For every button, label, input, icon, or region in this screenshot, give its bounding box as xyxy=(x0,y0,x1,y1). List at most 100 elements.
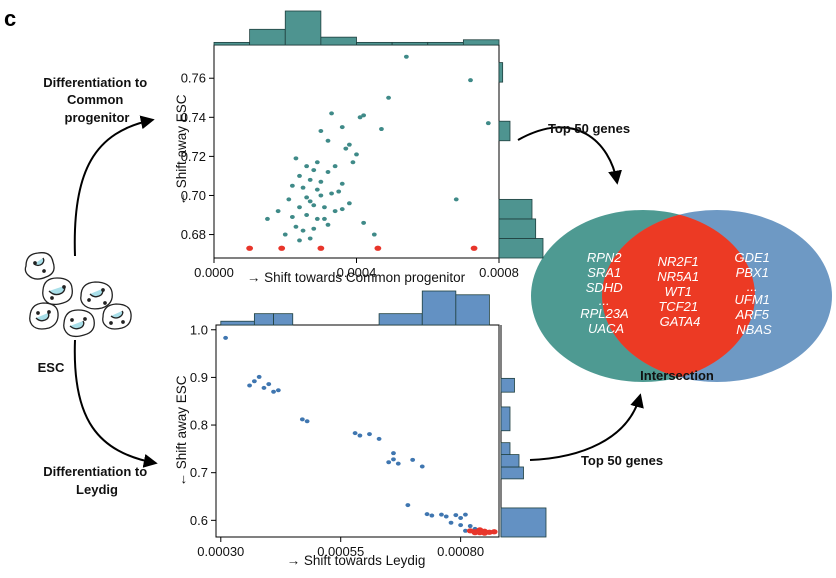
scatter-point-teal xyxy=(379,127,384,132)
x-tick-label: 0.00055 xyxy=(317,544,364,559)
scatter-point-teal xyxy=(311,203,317,208)
scatter-point-blue xyxy=(256,374,262,379)
scatter-point-blue xyxy=(405,503,411,508)
venn-diagram: RPN2 SRA1 SDHD ... RPL23A UACA NR2F1 NR5… xyxy=(531,210,832,383)
top-hist-bar xyxy=(220,320,255,326)
right-hist-bar xyxy=(500,466,524,480)
scatter-point-blue xyxy=(429,513,435,518)
venn-right-genes: GDE1 PBX1 ... UFM1 ARF5 NBAS xyxy=(734,250,773,337)
scatter-point-blue xyxy=(386,460,392,465)
scatter-point-blue xyxy=(251,379,257,384)
plot-frame xyxy=(215,324,500,538)
y-tick-label: 0.7 xyxy=(190,465,208,480)
scatter-point-teal xyxy=(304,213,310,218)
scatter-point-teal xyxy=(314,160,320,165)
scatter-point-teal xyxy=(275,209,281,214)
top-hist-bar xyxy=(320,36,357,46)
scatter-point-teal xyxy=(314,216,320,221)
top-hist-bar xyxy=(455,294,490,326)
arrow-top-genes-1 xyxy=(517,126,622,185)
x-tick-label: 0.00080 xyxy=(437,544,484,559)
arrow-to-leydig xyxy=(73,339,158,468)
top-hist-bar xyxy=(284,10,322,46)
scatter-point-teal xyxy=(339,125,345,130)
cell xyxy=(24,252,55,280)
y-tick-label: 0.68 xyxy=(181,227,206,242)
y-tick-label: 0.6 xyxy=(190,513,208,528)
scatter-point-teal xyxy=(289,214,295,219)
scatter-point-teal xyxy=(289,183,295,188)
scatter-point-blue xyxy=(376,436,382,441)
cell xyxy=(42,277,73,306)
x-axis-label: → Shift towards Common progenitor xyxy=(247,270,466,285)
scatter-point-teal xyxy=(282,232,288,237)
arrow-top-genes-2 xyxy=(529,393,644,461)
scatter-point-teal xyxy=(304,195,310,200)
scatter-point-blue xyxy=(424,512,430,517)
right-hist-bar xyxy=(498,120,511,142)
x-tick-label: 0.00030 xyxy=(197,544,244,559)
scatter-point-blue xyxy=(395,461,401,466)
scatter-point-teal xyxy=(322,216,327,221)
scatter-point-blue xyxy=(463,528,468,533)
top-hist-bar xyxy=(273,313,294,326)
top-hist-bar xyxy=(462,39,500,46)
right-hist-bar xyxy=(500,442,511,455)
scatter-point-teal xyxy=(354,152,359,157)
scatter-point-blue xyxy=(367,432,372,437)
chart-common-progenitor: 0.0000 0.0004 0.0008 0.68 0.70 0.72 0.74 0.76 → … xyxy=(174,10,544,285)
scatter-point-red xyxy=(470,245,478,251)
scatter-point-teal xyxy=(300,185,306,190)
scatter-point-blue xyxy=(266,382,272,387)
scatter-point-red xyxy=(246,245,254,251)
x-tick-label: 0.0004 xyxy=(337,265,377,280)
right-hist-bar xyxy=(500,377,515,393)
scatter-point-teal xyxy=(361,220,367,225)
y-tick-label: 0.72 xyxy=(181,149,206,164)
scatter-point-teal xyxy=(386,95,391,100)
scatter-point-teal xyxy=(318,193,324,198)
scatter-point-red xyxy=(476,530,484,536)
scatter-point-blue xyxy=(410,457,416,462)
x-tick-label: 0.0000 xyxy=(194,265,234,280)
scatter-point-teal xyxy=(300,228,306,233)
esc-cells-illustration xyxy=(24,252,132,338)
scatter-point-teal xyxy=(350,160,356,165)
top-genes-label-1: Top 50 genes xyxy=(548,121,630,136)
panel-label: c xyxy=(4,6,16,31)
y-tick-label: 0.9 xyxy=(190,370,208,385)
venn-left-genes: RPN2 SRA1 SDHD ... RPL23A UACA xyxy=(580,250,632,336)
x-axis-label: → Shift towards Leydig xyxy=(287,553,426,568)
y-tick-label: 1.0 xyxy=(190,322,208,337)
scatter-point-teal xyxy=(307,199,313,204)
scatter-point-teal xyxy=(453,197,459,202)
y-axis-label: ← Shift away ESC xyxy=(174,375,189,486)
scatter-point-teal xyxy=(325,170,331,175)
scatter-point-teal xyxy=(403,54,409,59)
scatter-point-teal xyxy=(297,238,302,243)
scatter-point-teal xyxy=(311,168,317,173)
scatter-point-red xyxy=(490,529,498,535)
scatter-point-teal xyxy=(293,224,299,229)
scatter-point-blue xyxy=(352,431,358,436)
scatter-point-teal xyxy=(304,164,310,169)
scatter-point-teal xyxy=(314,187,320,192)
scatter-point-teal xyxy=(339,207,345,212)
scatter-point-blue xyxy=(458,515,464,520)
right-hist-bar xyxy=(500,454,520,468)
y-axis-label: ← Shift away ESC xyxy=(174,94,189,205)
right-hist-bar xyxy=(500,406,511,432)
scatter-point-blue xyxy=(463,512,468,517)
scatter-point-blue xyxy=(275,388,281,393)
top-hist-bar xyxy=(249,28,286,46)
scatter-point-teal xyxy=(325,222,331,227)
scatter-point-teal xyxy=(318,128,324,133)
y-tick-label: 0.74 xyxy=(181,110,206,125)
scatter-point-red xyxy=(471,530,479,536)
scatter-point-teal xyxy=(297,205,302,210)
scatter-point-teal xyxy=(286,197,292,202)
scatter-point-teal xyxy=(346,201,352,206)
scatter-point-blue xyxy=(299,417,305,422)
scatter-point-teal xyxy=(332,164,338,169)
scatter-point-blue xyxy=(439,512,444,517)
